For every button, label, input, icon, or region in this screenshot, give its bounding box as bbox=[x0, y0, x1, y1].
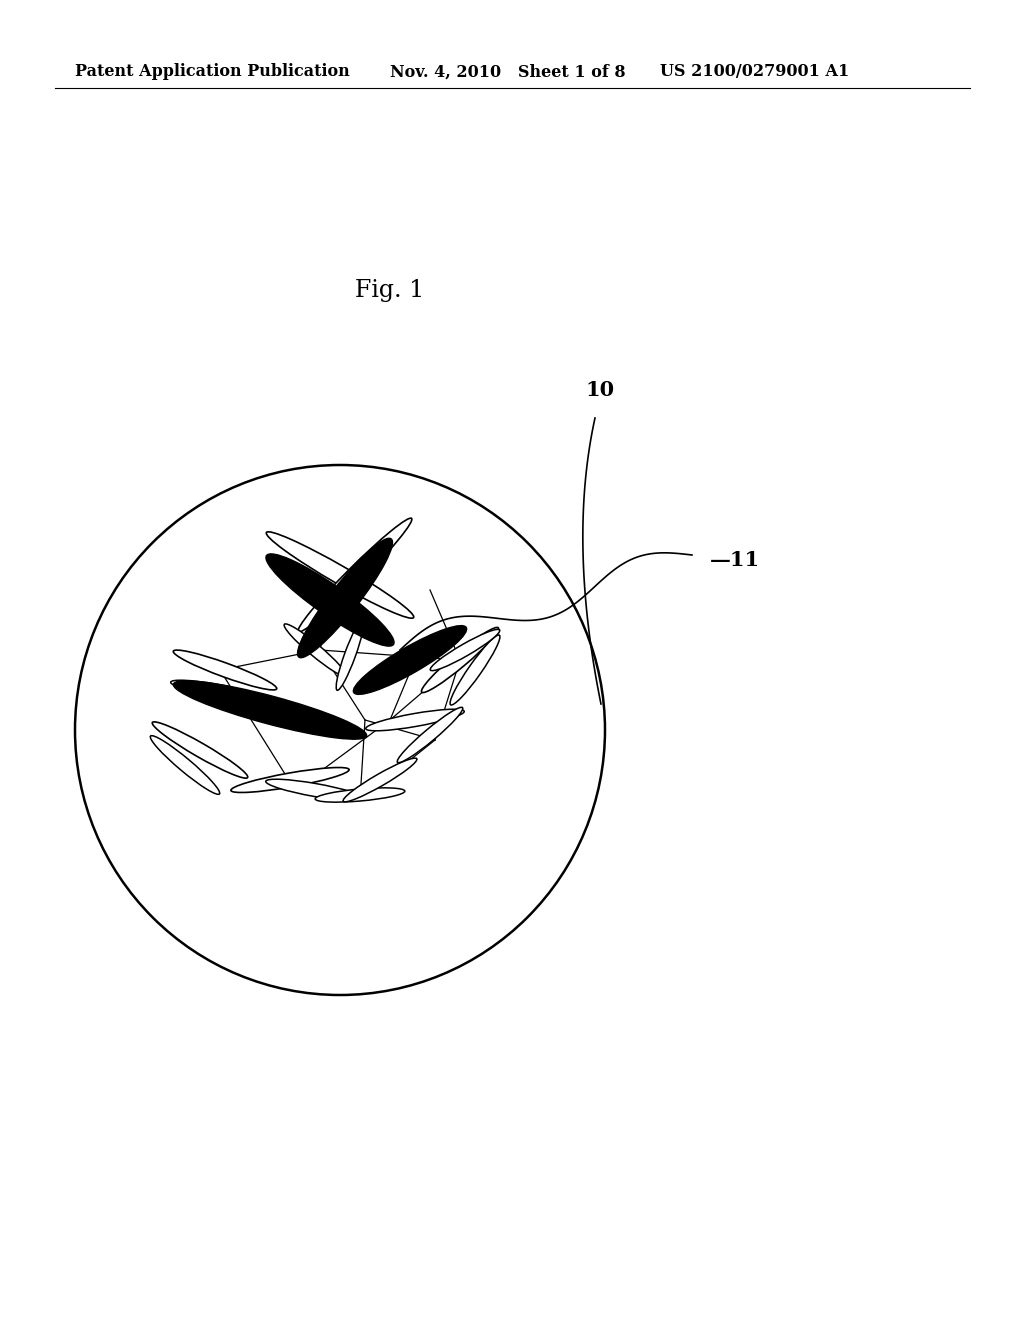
Ellipse shape bbox=[353, 626, 467, 694]
Ellipse shape bbox=[151, 735, 220, 795]
Ellipse shape bbox=[315, 788, 404, 803]
Ellipse shape bbox=[298, 539, 392, 657]
Text: Fig. 1: Fig. 1 bbox=[355, 279, 425, 301]
Ellipse shape bbox=[153, 722, 248, 779]
Text: 10: 10 bbox=[586, 380, 614, 400]
Text: Nov. 4, 2010   Sheet 1 of 8: Nov. 4, 2010 Sheet 1 of 8 bbox=[390, 63, 626, 81]
Ellipse shape bbox=[173, 681, 367, 739]
Text: US 2100/0279001 A1: US 2100/0279001 A1 bbox=[660, 63, 849, 81]
Text: Patent Application Publication: Patent Application Publication bbox=[75, 63, 350, 81]
Ellipse shape bbox=[451, 635, 500, 705]
Ellipse shape bbox=[343, 758, 417, 801]
Ellipse shape bbox=[397, 708, 463, 763]
Ellipse shape bbox=[366, 709, 464, 731]
Ellipse shape bbox=[422, 627, 499, 693]
Ellipse shape bbox=[336, 619, 364, 690]
Ellipse shape bbox=[266, 779, 365, 801]
Ellipse shape bbox=[266, 554, 394, 645]
Ellipse shape bbox=[430, 630, 500, 671]
Ellipse shape bbox=[171, 680, 259, 700]
Ellipse shape bbox=[284, 624, 346, 676]
Ellipse shape bbox=[298, 519, 412, 632]
Ellipse shape bbox=[230, 767, 349, 792]
Ellipse shape bbox=[173, 649, 276, 690]
Text: —11: —11 bbox=[710, 550, 760, 570]
Ellipse shape bbox=[266, 532, 414, 618]
